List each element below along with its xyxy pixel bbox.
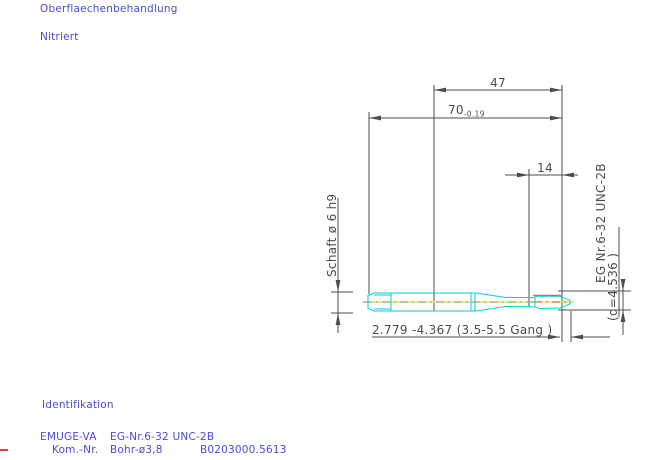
tap-tool: [362, 292, 574, 312]
arrowhead: [335, 313, 341, 325]
dimension-text-70: 70-0.19: [448, 103, 485, 119]
arrowhead: [571, 334, 583, 340]
tap-tool-outline: [367, 292, 571, 312]
identification-maker: EMUGE-VA: [40, 431, 97, 443]
arrowhead: [550, 87, 562, 93]
extension-lines: [331, 85, 631, 342]
identification-bore: Bohr-ø3,8: [110, 444, 163, 456]
dimension-text-14: 14: [537, 161, 553, 175]
dimension-text-thread-diameter: (d=4.536 ): [606, 253, 620, 321]
arrowhead: [335, 280, 341, 292]
dimension-text-chamfer: 2.779 -4.367 (3.5-5.5 Gang ): [372, 323, 552, 337]
dimension-text-47: 47: [490, 76, 506, 90]
dimension-chamfer: 2.779 -4.367 (3.5-5.5 Gang ): [372, 323, 610, 340]
identification-thread-spec: EG-Nr.6-32 UNC-2B: [110, 431, 215, 443]
dimension-70: 70-0.19: [369, 103, 562, 121]
dimension-47: 47: [434, 76, 562, 93]
surface-treatment-value: Nitriert: [40, 31, 79, 43]
arrowhead: [517, 172, 529, 178]
arrowhead: [620, 279, 626, 291]
arrowhead: [562, 172, 574, 178]
arrowhead: [369, 115, 381, 121]
arrowhead: [434, 87, 446, 93]
surface-treatment-label: Oberflaechenbehandlung: [40, 3, 178, 15]
dimension-thread: EG Nr.6-32 UNC-2B (d=4.536 ): [594, 163, 626, 335]
identification-label: Identifikation: [42, 399, 114, 411]
dimension-14: 14: [505, 161, 578, 178]
arrowhead: [548, 334, 560, 340]
identification-order-number: B0203000.5613: [200, 444, 287, 456]
dimension-shank: Schaft ø 6 h9: [325, 194, 341, 333]
identification-kom-label: Kom.-Nr.: [52, 444, 99, 456]
dimension-text-thread-spec: EG Nr.6-32 UNC-2B: [594, 163, 608, 283]
arrowhead: [550, 115, 562, 121]
dimension-text-shank: Schaft ø 6 h9: [325, 194, 339, 277]
arrowhead: [620, 310, 626, 322]
